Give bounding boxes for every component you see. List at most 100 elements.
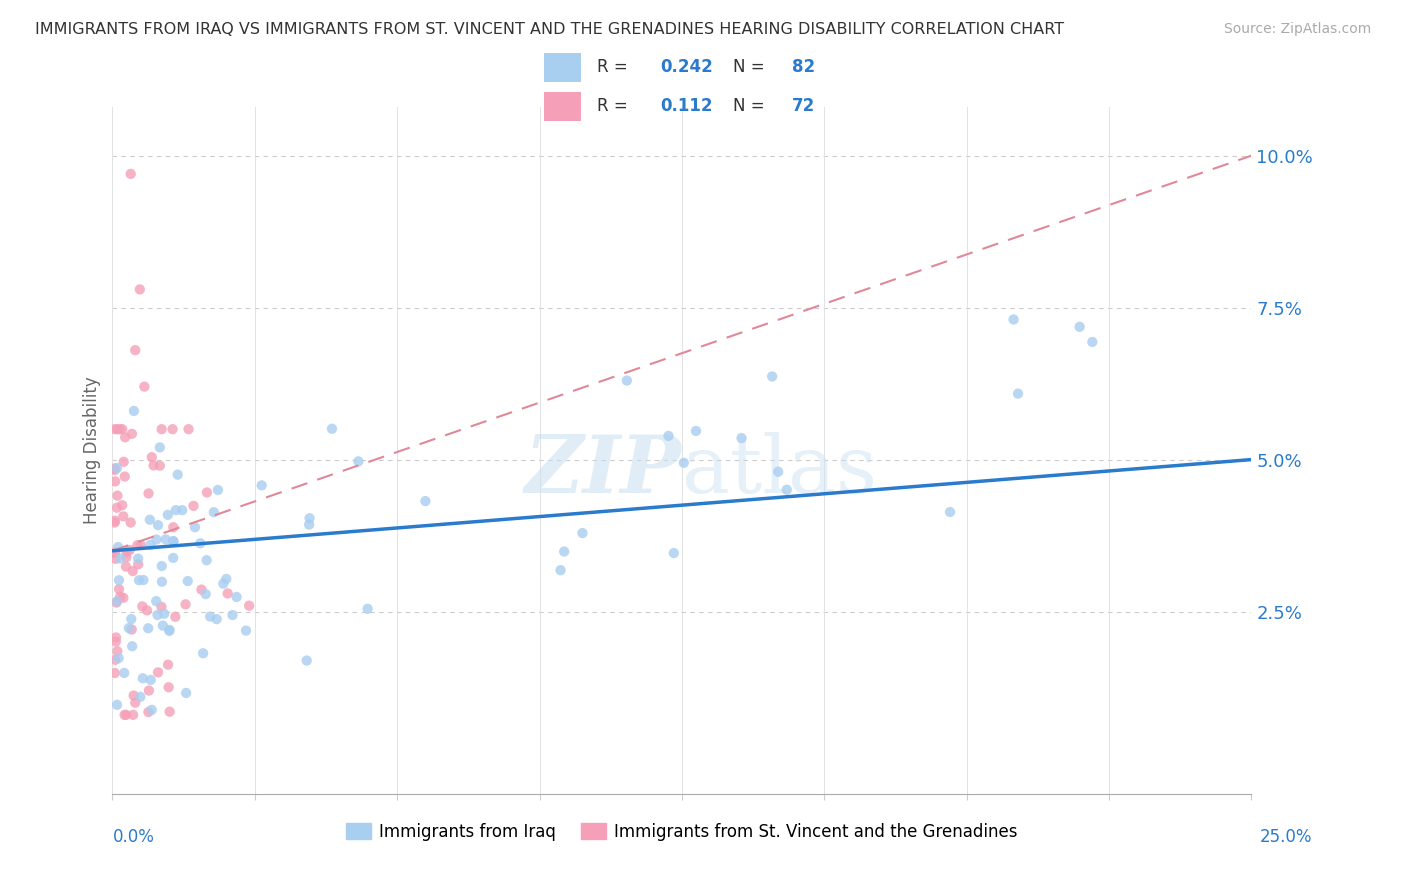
Point	[145, 533, 167, 547]
Point	[132, 573, 155, 587]
Point	[761, 369, 783, 384]
Point	[104, 516, 127, 530]
Point	[162, 534, 184, 549]
Point	[730, 431, 752, 445]
Point	[150, 559, 173, 574]
Text: 0.0%: 0.0%	[112, 828, 155, 846]
Text: N =: N =	[733, 58, 769, 76]
Point	[672, 456, 695, 470]
Point	[124, 343, 146, 358]
Point	[115, 545, 138, 559]
Point	[127, 551, 149, 566]
Point	[122, 707, 145, 722]
Point	[105, 596, 128, 610]
Point	[121, 426, 143, 441]
Point	[121, 640, 143, 654]
Point	[139, 538, 162, 552]
Point	[215, 572, 238, 586]
Point	[129, 538, 152, 552]
Point	[110, 551, 132, 566]
Point	[121, 623, 143, 637]
Point	[128, 573, 150, 587]
Point	[295, 654, 318, 668]
Point	[120, 612, 142, 626]
Text: R =: R =	[598, 96, 633, 114]
Point	[124, 696, 146, 710]
Point	[105, 698, 128, 712]
Point	[138, 486, 160, 500]
Point	[127, 538, 149, 552]
Point	[114, 707, 136, 722]
Point	[159, 623, 181, 637]
Point	[129, 690, 152, 704]
Point	[177, 422, 200, 436]
Point	[112, 591, 135, 605]
Point	[104, 422, 127, 436]
Point	[150, 422, 173, 436]
Point	[153, 607, 176, 621]
Point	[146, 518, 169, 533]
Point	[142, 458, 165, 473]
Point	[217, 586, 239, 600]
Point	[1069, 319, 1091, 334]
Point	[108, 422, 131, 436]
Point	[165, 503, 187, 517]
Point	[115, 559, 138, 574]
Point	[616, 374, 638, 388]
Point	[138, 683, 160, 698]
Point	[159, 705, 181, 719]
Point	[136, 603, 159, 617]
Point	[120, 516, 142, 530]
Point	[174, 686, 197, 700]
Point	[298, 517, 321, 532]
Point	[118, 543, 141, 558]
FancyBboxPatch shape	[544, 54, 581, 82]
Point	[250, 478, 273, 492]
Point	[190, 582, 212, 597]
Point	[195, 553, 218, 567]
Point	[107, 540, 129, 554]
Text: 0.242: 0.242	[659, 58, 713, 76]
Point	[177, 574, 200, 588]
Point	[152, 618, 174, 632]
Point	[657, 429, 679, 443]
Text: IMMIGRANTS FROM IRAQ VS IMMIGRANTS FROM ST. VINCENT AND THE GRENADINES HEARING D: IMMIGRANTS FROM IRAQ VS IMMIGRANTS FROM …	[35, 22, 1064, 37]
Point	[162, 534, 184, 549]
Point	[662, 546, 685, 560]
Point	[150, 574, 173, 589]
Point	[225, 590, 247, 604]
Point	[108, 582, 131, 596]
Point	[112, 509, 135, 524]
Point	[184, 520, 207, 534]
Point	[115, 550, 138, 565]
Point	[121, 564, 143, 578]
Point	[321, 422, 343, 436]
Text: atlas: atlas	[682, 432, 877, 510]
Point	[138, 705, 160, 719]
Point	[347, 454, 370, 468]
Point	[104, 545, 127, 559]
Point	[108, 573, 131, 587]
Point	[104, 666, 127, 681]
Point	[157, 681, 180, 695]
Point	[105, 422, 128, 436]
Point	[157, 657, 180, 672]
Point	[191, 646, 214, 660]
Point	[105, 461, 128, 475]
Point	[112, 455, 135, 469]
Point	[112, 665, 135, 680]
Point	[114, 430, 136, 444]
Point	[156, 508, 179, 522]
Point	[104, 514, 127, 528]
Text: Source: ZipAtlas.com: Source: ZipAtlas.com	[1223, 22, 1371, 37]
Text: N =: N =	[733, 96, 769, 114]
Point	[571, 526, 593, 541]
Point	[128, 282, 150, 296]
Point	[104, 552, 127, 566]
Point	[104, 463, 127, 477]
Point	[118, 621, 141, 635]
Point	[415, 494, 437, 508]
Point	[162, 520, 184, 534]
Point	[165, 609, 187, 624]
Point	[162, 422, 184, 436]
